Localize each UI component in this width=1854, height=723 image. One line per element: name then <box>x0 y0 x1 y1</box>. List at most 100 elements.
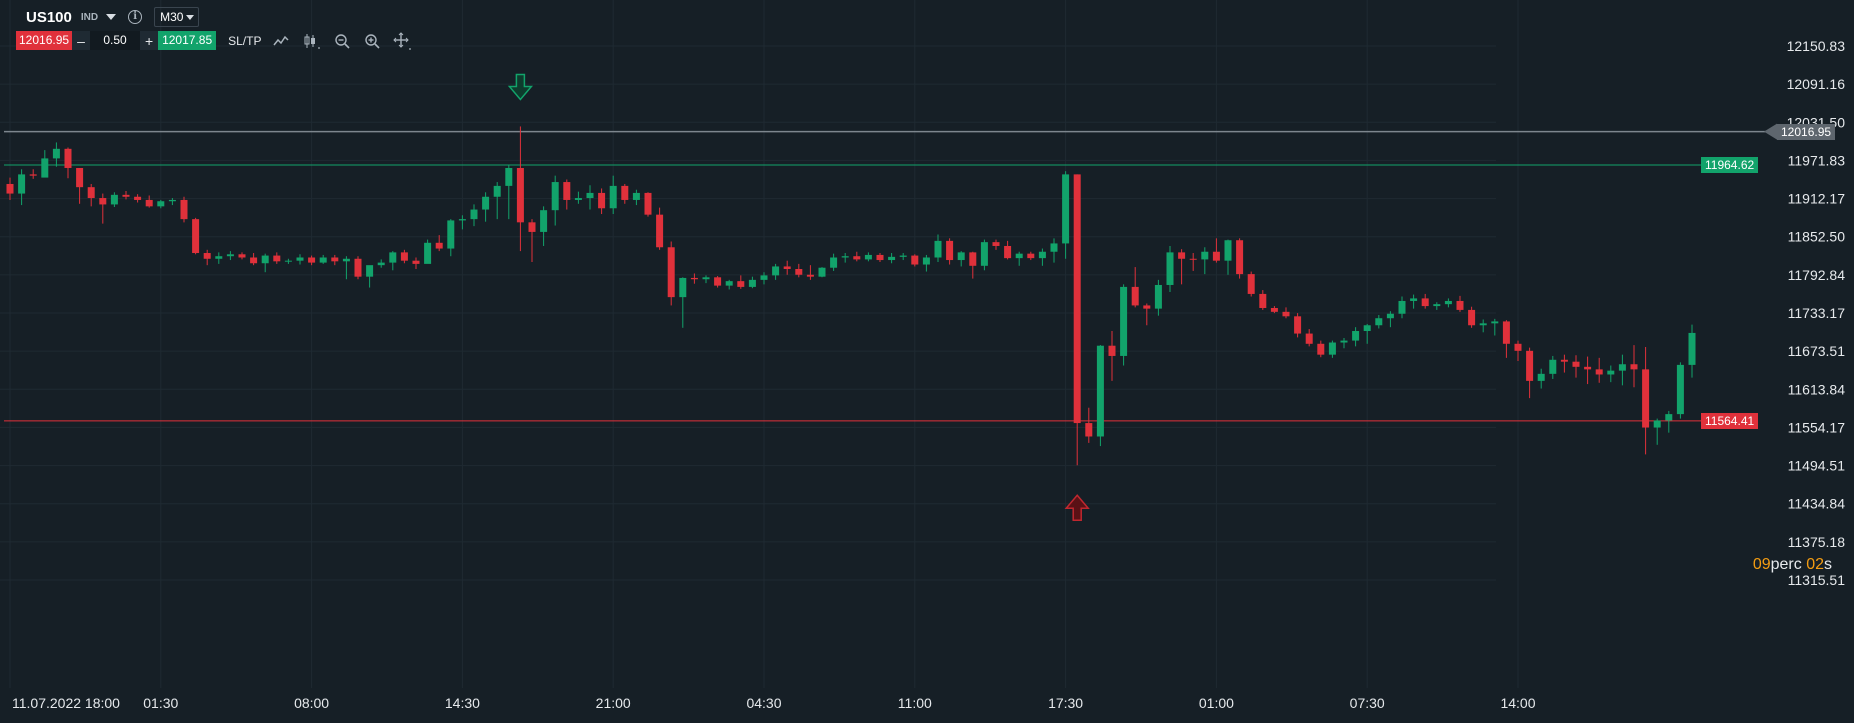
candle-body <box>1665 414 1673 421</box>
candle-body <box>203 253 211 259</box>
candle-body <box>1653 420 1661 428</box>
candle-up <box>1607 365 1615 383</box>
candle-up <box>702 275 710 284</box>
sltp-button[interactable]: SL/TP <box>228 33 262 48</box>
current-price-flag: 12016.95 <box>1777 123 1836 140</box>
candle-down <box>1270 306 1278 314</box>
current-price-pointer <box>1764 123 1777 140</box>
price-axis-label: 11733.17 <box>1788 305 1846 321</box>
quantity-input[interactable]: 0.50 <box>90 31 141 50</box>
candle-up <box>168 198 176 206</box>
candle-up <box>1549 355 1557 379</box>
candle-body <box>1062 174 1070 244</box>
candle-body <box>1572 361 1580 367</box>
candle-up <box>458 215 466 230</box>
stop-loss-line-label[interactable]: 11564.41 <box>1701 412 1759 429</box>
candle-down <box>946 238 954 265</box>
candle-up <box>1618 354 1626 386</box>
candle-up <box>679 277 687 328</box>
candle-up <box>818 267 826 278</box>
quantity-decrease-button[interactable]: – <box>77 32 85 49</box>
caret-down-icon[interactable] <box>106 14 117 20</box>
candles-icon[interactable] <box>303 32 321 50</box>
candle-up <box>760 272 768 285</box>
candle-body <box>934 240 942 258</box>
buy-button[interactable]: 12017.85 <box>158 31 217 50</box>
candle-down <box>1259 290 1267 310</box>
candle-down <box>354 256 362 280</box>
candle-up <box>424 239 432 264</box>
time-axis-label: 11.07.2022 18:00 <box>12 695 120 711</box>
candle-body <box>1224 240 1232 261</box>
candle-body <box>1549 359 1557 374</box>
candle-down <box>29 169 37 179</box>
crosshair-icon[interactable] <box>393 31 412 50</box>
timer-minutes: 09 <box>1752 556 1771 573</box>
candle-down <box>690 273 698 284</box>
candle-down <box>1456 295 1464 312</box>
candle-body <box>1398 300 1406 314</box>
candle-up <box>899 253 907 261</box>
candle-body <box>760 275 768 280</box>
candle-up <box>922 254 930 272</box>
candle-body <box>667 247 675 298</box>
zoom-out-icon[interactable] <box>333 32 351 50</box>
candle-body <box>1468 309 1476 326</box>
buy-signal-arrow-icon <box>1064 494 1090 522</box>
candle-down <box>6 177 14 200</box>
candle-body <box>1108 345 1116 356</box>
candle-down <box>122 191 130 200</box>
zoom-in-icon[interactable] <box>363 32 381 50</box>
candle-body <box>6 183 14 194</box>
candle-body <box>400 252 408 261</box>
candle-body <box>656 214 664 248</box>
candle-body <box>1340 340 1348 343</box>
candle-down <box>1294 313 1302 338</box>
candle-down <box>134 194 142 203</box>
price-axis-label: 11792.84 <box>1788 267 1846 283</box>
arrow-shape <box>507 73 534 101</box>
candle-body <box>1491 321 1499 324</box>
candle-down <box>783 260 791 275</box>
candle-down <box>1004 240 1012 260</box>
candle-up <box>1340 338 1348 349</box>
candle-body <box>540 210 548 232</box>
line-chart-icon[interactable] <box>273 32 291 50</box>
candle-body <box>1004 245 1012 259</box>
candle-up <box>1050 238 1058 263</box>
candle-up <box>748 276 756 289</box>
candle-body <box>1282 311 1290 317</box>
candle-body <box>1120 286 1128 356</box>
candle-up <box>1665 410 1673 433</box>
candle-body <box>29 174 37 176</box>
candle-up <box>1201 247 1209 275</box>
time-axis-label: 07:30 <box>1350 695 1385 711</box>
candle-body <box>946 240 954 261</box>
candle-body <box>1015 253 1023 259</box>
candle-body <box>1421 298 1429 307</box>
candle-up <box>1166 245 1174 293</box>
info-icon[interactable]: i <box>128 10 143 24</box>
candle-up <box>841 253 849 263</box>
candle-body <box>273 255 281 262</box>
candle-down <box>1073 174 1081 466</box>
candle-body <box>1456 300 1464 310</box>
candle-up <box>447 219 455 257</box>
timeframe-select[interactable]: M30 <box>154 7 200 27</box>
candle-up <box>1386 311 1394 328</box>
take-profit-line-label[interactable]: 11964.62 <box>1701 157 1759 174</box>
candle-body <box>853 256 861 260</box>
time-axis-label: 04:30 <box>746 695 781 711</box>
instrument-symbol[interactable]: US100 <box>26 8 72 26</box>
candle-body <box>841 256 849 258</box>
quantity-increase-button[interactable]: + <box>144 32 154 49</box>
price-axis-label: 11315.51 <box>1788 572 1846 588</box>
price-axis-label: 11971.83 <box>1788 152 1846 168</box>
candle-body <box>1027 253 1035 259</box>
candle-body <box>1201 251 1209 260</box>
candle-body <box>157 201 165 207</box>
candle-body <box>319 257 327 263</box>
candle-body <box>1479 323 1487 326</box>
sell-button[interactable]: 12016.95 <box>16 31 73 50</box>
